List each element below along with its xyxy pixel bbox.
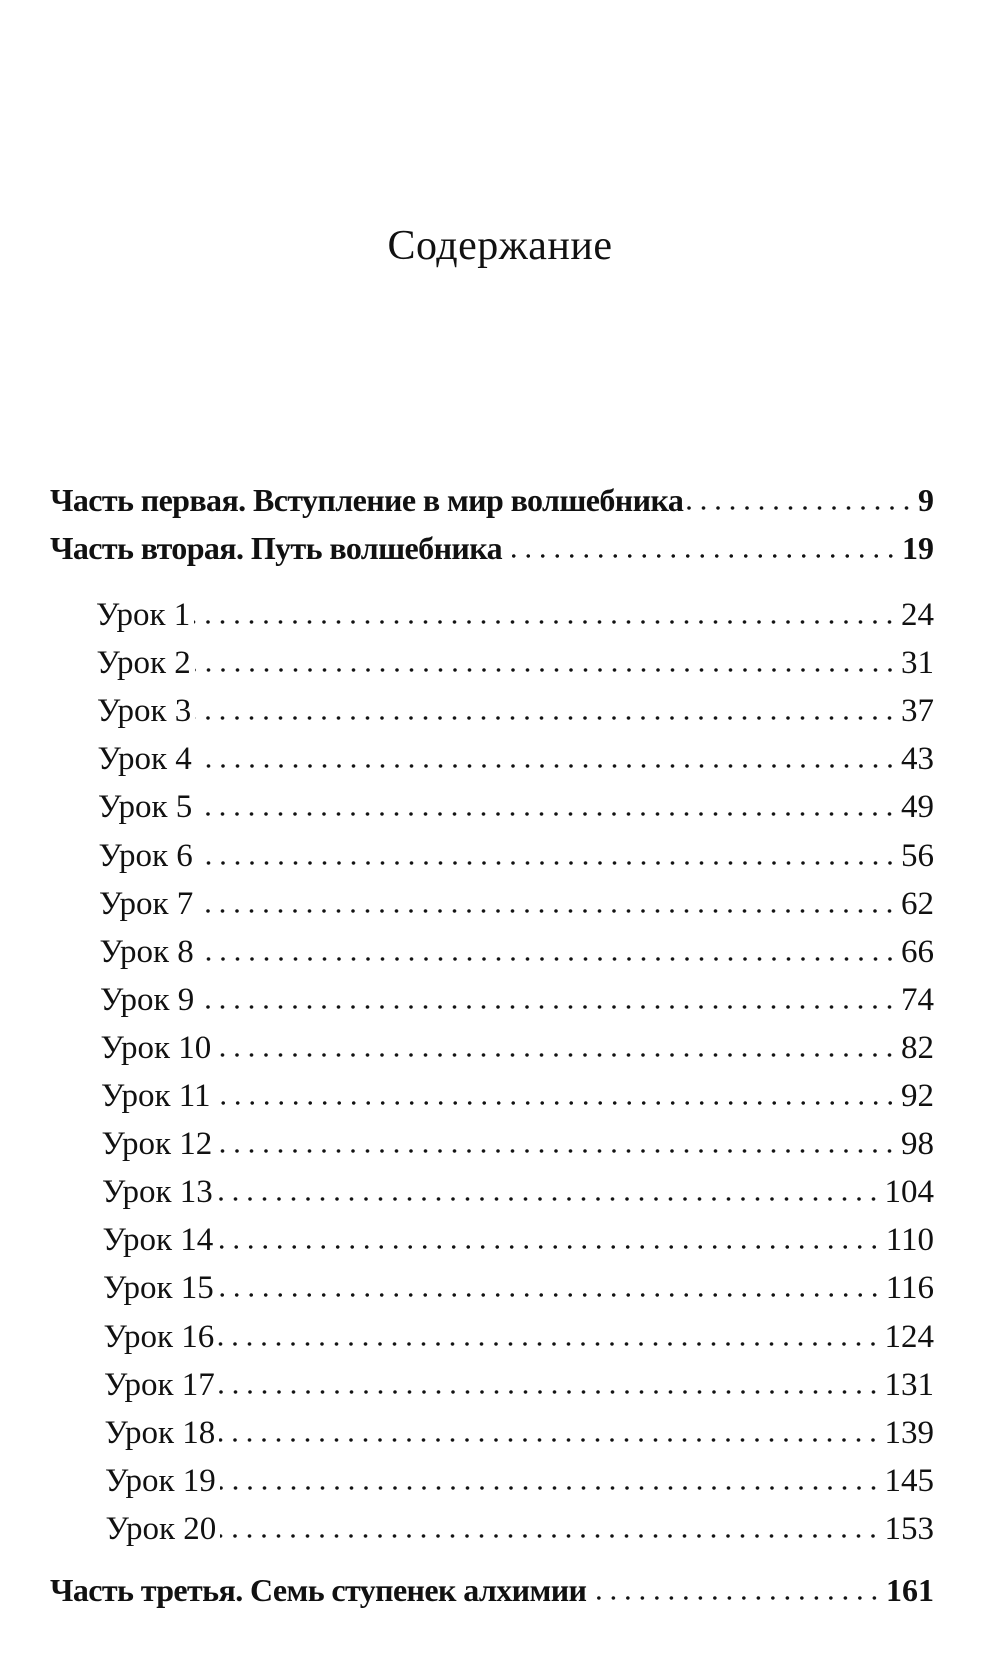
dot-leader xyxy=(218,1340,881,1347)
entry-title: Урок 9 xyxy=(100,981,195,1018)
page-number: 19 xyxy=(902,530,934,566)
page-number: 145 xyxy=(884,1462,935,1499)
toc-lesson-entry: Урок 14 110 xyxy=(103,1218,935,1262)
toc-lesson-entry: Урок 10 82 xyxy=(101,1026,935,1070)
dot-leader xyxy=(216,1196,881,1203)
page-number: 104 xyxy=(884,1174,935,1211)
entry-title: Урок 7 xyxy=(99,885,194,922)
page-number: 124 xyxy=(884,1318,935,1355)
page-number: 116 xyxy=(885,1270,934,1307)
entry-title: Урок 13 xyxy=(102,1174,213,1211)
toc-lesson-entry: Урок 16 124 xyxy=(104,1315,935,1359)
toc-part-entry: Часть третья. Семь ступенек алхимии 161 xyxy=(50,1568,934,1612)
toc-lesson-entry: Урок 11 92 xyxy=(101,1074,934,1118)
page-number: 74 xyxy=(901,981,934,1018)
page-number: 37 xyxy=(901,693,934,730)
entry-title: Урок 14 xyxy=(102,1222,214,1259)
toc-lesson-entry: Урок 1 24 xyxy=(96,593,934,637)
dot-leader xyxy=(217,1292,882,1299)
dot-leader xyxy=(217,1244,882,1251)
toc-lesson-entry: Урок 12 98 xyxy=(102,1122,935,1166)
toc-lesson-entry: Урок 17 131 xyxy=(104,1363,934,1407)
entry-title: Урок 16 xyxy=(103,1318,215,1355)
entry-title: Урок 11 xyxy=(101,1078,211,1114)
toc-lesson-entry: Урок 19 145 xyxy=(105,1459,934,1503)
entry-title: Урок 3 xyxy=(97,693,192,730)
toc-lesson-entry: Урок 18 139 xyxy=(105,1411,935,1455)
page-number: 161 xyxy=(886,1572,934,1608)
toc-part-entry: Часть вторая. Путь волшебника 19 xyxy=(50,526,934,570)
entry-title: Часть вторая. Путь волшебника xyxy=(50,530,503,566)
entry-title: Урок 8 xyxy=(99,933,194,970)
page-number: 9 xyxy=(918,482,934,518)
dot-leader xyxy=(216,1148,897,1155)
entry-title: Урок 19 xyxy=(105,1462,216,1499)
toc-lesson-entry: Урок 4 43 xyxy=(98,737,935,781)
toc-lesson-entry: Урок 9 74 xyxy=(100,978,934,1022)
page-number: 31 xyxy=(901,645,934,682)
page-number: 49 xyxy=(901,789,934,826)
entry-title: Урок 20 xyxy=(105,1510,217,1547)
dot-leader xyxy=(219,1436,881,1443)
entry-title: Урок 17 xyxy=(104,1366,215,1403)
page-number: 139 xyxy=(884,1414,935,1451)
page-number: 56 xyxy=(901,837,934,874)
page-number: 43 xyxy=(901,741,934,778)
toc-lesson-entry: Урок 8 66 xyxy=(100,930,935,974)
toc-lesson-entry: Урок 2 31 xyxy=(97,641,935,685)
toc-lesson-entry: Урок 15 116 xyxy=(103,1266,934,1310)
dot-leader xyxy=(196,859,897,866)
entry-title: Урок 6 xyxy=(98,837,193,874)
page-number: 131 xyxy=(884,1366,935,1403)
entry-title: Урок 4 xyxy=(97,741,192,778)
page-number: 98 xyxy=(901,1126,934,1163)
dot-leader xyxy=(214,1100,897,1106)
dot-leader xyxy=(195,715,897,722)
entry-title: Урок 1 xyxy=(96,597,191,633)
entry-title: Урок 5 xyxy=(98,789,193,826)
page-number: 153 xyxy=(884,1510,935,1547)
dot-leader xyxy=(198,1003,897,1010)
page-number: 62 xyxy=(901,885,934,922)
dot-leader xyxy=(687,505,914,511)
dot-leader xyxy=(197,907,897,914)
toc-lesson-entry: Урок 5 49 xyxy=(98,785,934,829)
page-number: 24 xyxy=(901,597,934,633)
dot-leader xyxy=(590,1595,882,1601)
page-number: 110 xyxy=(885,1222,934,1259)
toc-lesson-entry: Урок 13 104 xyxy=(102,1170,934,1214)
dot-leader xyxy=(194,619,897,625)
dot-leader xyxy=(218,1388,881,1395)
dot-leader xyxy=(215,1051,897,1058)
entry-title: Часть первая. Вступление в мир волшебник… xyxy=(50,482,684,518)
entry-title: Урок 2 xyxy=(96,645,191,682)
entry-title: Урок 10 xyxy=(100,1029,212,1066)
entry-title: Часть третья. Семь ступенек алхимии xyxy=(50,1572,587,1608)
entry-title: Урок 15 xyxy=(103,1270,214,1307)
toc-lesson-entry: Урок 3 37 xyxy=(97,689,934,733)
entry-title: Урок 18 xyxy=(104,1414,216,1451)
dot-leader xyxy=(220,1532,881,1539)
page-number: 82 xyxy=(901,1029,934,1066)
toc-lesson-entry: Урок 7 62 xyxy=(99,882,934,926)
dot-leader xyxy=(196,811,897,818)
toc-lesson-entry: Урок 20 153 xyxy=(106,1507,935,1551)
dot-leader xyxy=(195,763,897,770)
dot-leader xyxy=(194,667,897,674)
dot-leader xyxy=(506,553,898,559)
page-title: Содержание xyxy=(387,223,613,269)
page-number: 92 xyxy=(901,1078,934,1114)
dot-leader xyxy=(197,955,897,962)
entry-title: Урок 12 xyxy=(101,1126,213,1163)
dot-leader xyxy=(219,1484,881,1491)
page-number: 66 xyxy=(901,933,934,970)
toc-lesson-entry: Урок 6 56 xyxy=(99,834,935,878)
toc-part-entry: Часть первая. Вступление в мир волшебник… xyxy=(50,478,934,522)
